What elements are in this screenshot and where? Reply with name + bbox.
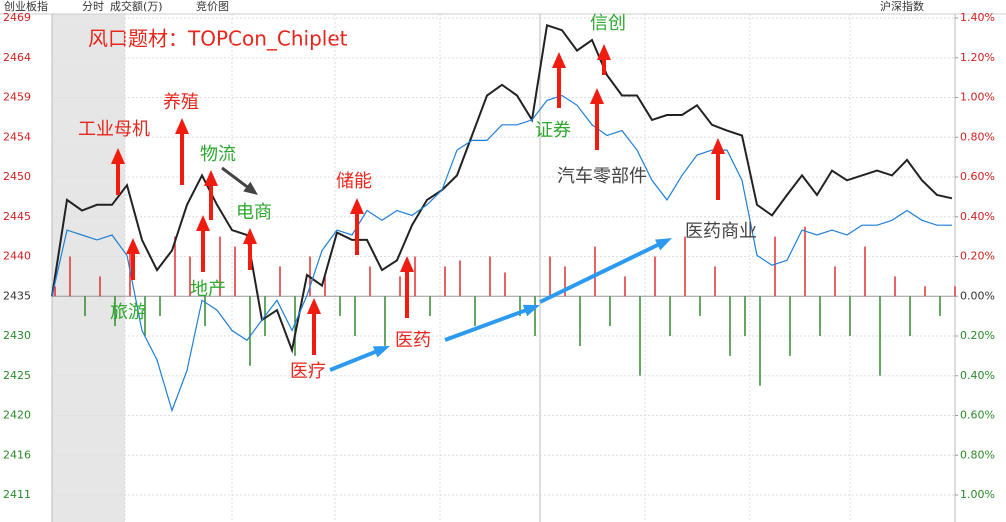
y2-tick-label: 0.60%: [960, 409, 995, 422]
arrow: [711, 138, 725, 200]
annotation: 证券: [535, 120, 571, 141]
y2-tick-label: 0.00%: [960, 289, 995, 302]
annotation: 电商: [236, 202, 272, 223]
y2-tick-label: 0.40%: [960, 210, 995, 223]
market[interactable]: 沪深指数: [880, 0, 924, 13]
annotation: 医疗: [290, 361, 326, 382]
annotation: 汽车零部件: [557, 166, 647, 187]
annotation: 物流: [200, 144, 236, 165]
arrow: [400, 256, 414, 318]
annotation: 医药: [395, 330, 431, 351]
y-tick-label: 2416: [3, 448, 31, 461]
arrow: [221, 166, 258, 195]
annotation: 储能: [336, 171, 372, 192]
index-name: 创业板指: [4, 0, 48, 13]
chart-title: 风口题材：TOPCon_Chiplet: [88, 27, 348, 51]
y-tick-label: 2425: [3, 369, 31, 382]
y-tick-label: 2440: [3, 250, 31, 263]
index-line: [51, 23, 953, 354]
auction-shade: [52, 14, 125, 522]
y2-tick-label: 0.20%: [960, 250, 995, 263]
arrow: [552, 52, 566, 108]
y-tick-label: 2450: [3, 170, 31, 183]
y-tick-label: 2420: [3, 409, 31, 422]
arrow: [597, 44, 611, 75]
index-line: [51, 94, 952, 413]
annotation: 医药商业: [685, 221, 757, 242]
y2-tick-label: 0.80%: [960, 448, 995, 461]
arrow: [243, 228, 257, 270]
arrow: [111, 148, 125, 195]
annotation: 旅游: [110, 302, 146, 323]
y2-tick-label: 0.20%: [960, 329, 995, 342]
arrow: [329, 346, 390, 372]
y-tick-label: 2464: [3, 51, 31, 64]
y2-tick-label: 1.00%: [960, 488, 995, 501]
y2-tick-label: 0.40%: [960, 369, 995, 382]
annotation: 信创: [590, 13, 626, 34]
arrow: [590, 88, 604, 150]
y-tick-label: 2454: [3, 130, 31, 143]
y-tick-label: 2430: [3, 329, 31, 342]
arrow: [539, 238, 672, 304]
annotation: 养殖: [163, 91, 199, 113]
arrow: [444, 304, 540, 342]
y-tick-label: 2411: [3, 488, 31, 501]
auction[interactable]: 竞价图: [196, 0, 229, 13]
y-tick-label: 2459: [3, 91, 31, 104]
y-tick-label: 2435: [3, 289, 31, 302]
annotation: 工业母机: [78, 119, 150, 140]
arrow: [307, 298, 321, 355]
arrow: [196, 215, 210, 272]
volume-label: 成交额(万): [110, 0, 163, 13]
y-tick-label: 2445: [3, 210, 31, 223]
arrow: [126, 238, 140, 280]
mode: 分时: [82, 0, 104, 13]
y2-tick-label: 1.40%: [960, 11, 995, 24]
y-tick-label: 2469: [3, 11, 31, 24]
arrow: [175, 118, 189, 185]
y2-tick-label: 0.60%: [960, 170, 995, 183]
annotation: 地产: [190, 279, 226, 300]
y2-tick-label: 1.20%: [960, 51, 995, 64]
arrow: [350, 198, 364, 255]
arrow: [204, 170, 218, 220]
y2-tick-label: 1.00%: [960, 91, 995, 104]
y2-tick-label: 0.80%: [960, 130, 995, 143]
